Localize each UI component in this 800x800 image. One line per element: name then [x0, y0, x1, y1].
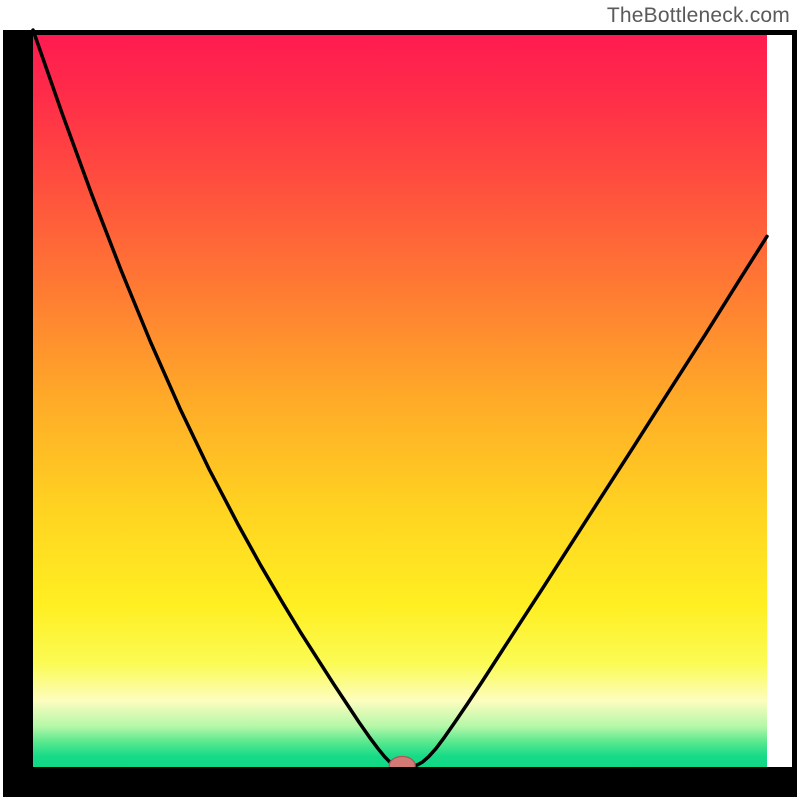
- plot-background: [33, 30, 767, 767]
- watermark-text: TheBottleneck.com: [607, 4, 790, 28]
- bottleneck-chart: [0, 0, 800, 800]
- chart-container: TheBottleneck.com: [0, 0, 800, 800]
